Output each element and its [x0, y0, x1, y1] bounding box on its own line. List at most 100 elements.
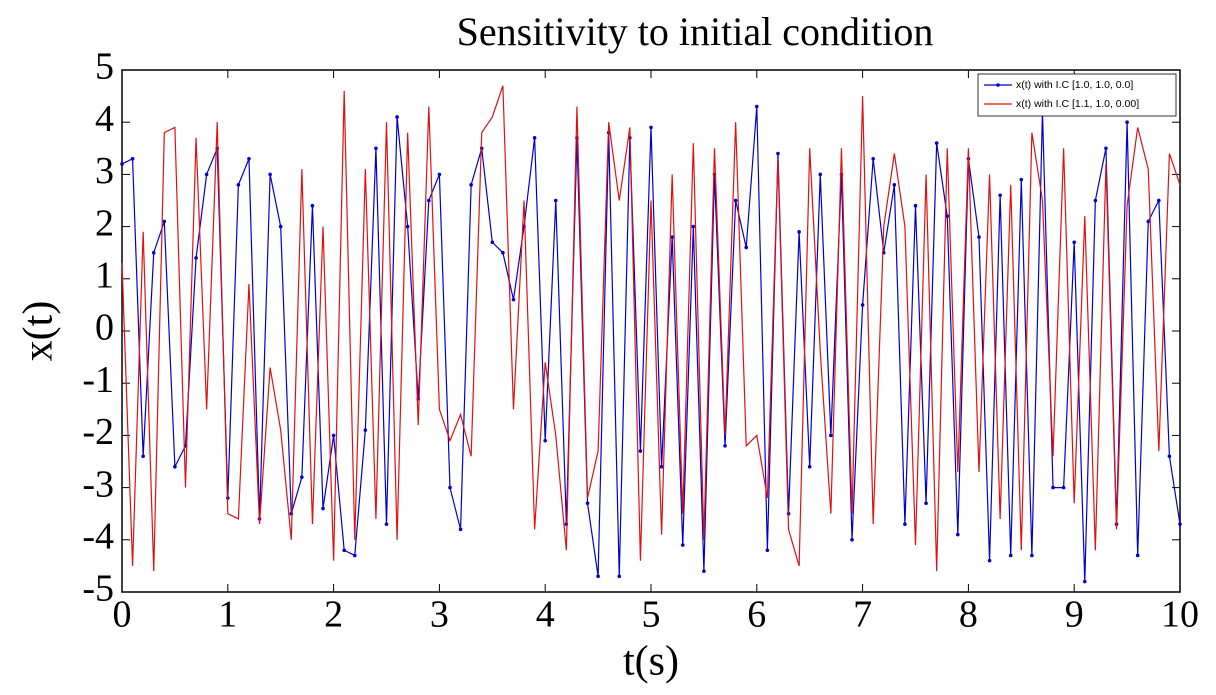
point-marker: [1125, 120, 1129, 124]
point-marker: [501, 250, 505, 255]
point-marker: [1167, 454, 1172, 459]
point-marker: [617, 574, 622, 579]
point-marker: [818, 172, 823, 177]
point-marker: [956, 532, 960, 537]
point-marker: [395, 115, 399, 119]
point-marker: [374, 146, 378, 151]
point-marker: [532, 136, 537, 140]
point-marker: [934, 141, 939, 145]
y-axis-label: x(t): [16, 301, 62, 362]
point-marker: [352, 553, 357, 558]
point-marker: [1135, 553, 1140, 558]
chart-title: Sensitivity to initial condition: [457, 9, 934, 54]
point-marker: [384, 522, 389, 526]
legend-marker: [996, 83, 1000, 87]
point-marker: [1061, 485, 1066, 490]
y-tick-label: -2: [82, 411, 114, 453]
y-tick-label: -1: [82, 359, 114, 401]
point-marker: [860, 303, 865, 307]
series-line: [121, 85, 1181, 572]
point-marker: [776, 151, 780, 156]
point-marker: [659, 464, 664, 469]
point-marker: [490, 240, 495, 245]
point-marker: [278, 224, 283, 229]
x-tick-label: 0: [113, 594, 132, 636]
point-marker: [427, 198, 431, 203]
x-tick-label: 9: [1065, 594, 1084, 636]
point-marker: [1157, 198, 1161, 203]
x-tick-label: 3: [430, 594, 449, 636]
point-marker: [162, 219, 167, 224]
point-marker: [987, 558, 992, 563]
plot-frame: [121, 69, 1181, 593]
y-tick-label: 3: [95, 150, 114, 192]
point-marker: [977, 235, 981, 239]
point-marker: [1104, 146, 1108, 151]
point-marker: [850, 538, 854, 542]
y-tick-label: -3: [82, 463, 114, 505]
point-marker: [585, 501, 590, 506]
point-marker: [342, 548, 346, 553]
point-marker: [543, 438, 547, 443]
point-marker: [765, 548, 770, 553]
point-marker: [892, 183, 897, 187]
x-tick-label: 1: [218, 594, 237, 636]
point-marker: [913, 203, 918, 208]
point-marker: [755, 104, 759, 109]
point-marker: [120, 162, 124, 166]
point-marker: [649, 125, 653, 130]
point-marker: [1019, 177, 1024, 182]
point-marker: [1030, 553, 1034, 558]
point-marker: [945, 214, 950, 218]
point-marker: [247, 156, 251, 161]
point-marker: [670, 235, 674, 239]
legend-label: x(t) with I.C [1.1, 1.0, 0.00]: [1016, 98, 1139, 110]
point-marker: [151, 250, 156, 255]
point-marker: [1146, 219, 1151, 224]
point-marker: [448, 485, 452, 490]
point-marker: [829, 433, 833, 438]
point-marker: [310, 203, 315, 208]
point-marker: [871, 156, 875, 161]
point-marker: [1051, 485, 1055, 490]
series-line: [121, 106, 1181, 582]
point-marker: [194, 256, 198, 260]
y-tick-label: -4: [82, 516, 114, 558]
point-marker: [1082, 579, 1087, 584]
point-marker: [723, 444, 727, 448]
point-marker: [691, 224, 696, 229]
x-tick-label: 7: [853, 594, 872, 636]
x-tick-label: 5: [642, 594, 661, 636]
y-tick-label: 5: [95, 46, 114, 88]
legend-box: [977, 73, 1177, 117]
x-axis-label: t(s): [623, 639, 679, 685]
point-marker: [173, 464, 177, 469]
point-marker: [204, 172, 209, 177]
point-marker: [268, 172, 272, 177]
point-marker: [363, 428, 368, 432]
point-marker: [638, 449, 643, 453]
point-marker: [130, 156, 135, 161]
point-marker: [1008, 553, 1013, 558]
point-marker: [1178, 522, 1182, 526]
x-tick-label: 10: [1161, 594, 1199, 636]
x-tick-label: 8: [959, 594, 978, 636]
y-tick-label: -5: [82, 568, 114, 610]
point-marker: [1072, 240, 1076, 245]
y-tick-label: 0: [95, 307, 114, 349]
point-marker: [553, 198, 558, 203]
point-marker: [680, 543, 685, 547]
point-marker: [331, 433, 336, 438]
x-tick-label: 2: [324, 594, 343, 636]
y-tick-label: 2: [95, 202, 114, 244]
point-marker: [300, 475, 304, 479]
point-marker: [405, 224, 410, 229]
point-marker: [437, 172, 442, 177]
x-tick-label: 4: [536, 594, 555, 636]
point-marker: [596, 574, 600, 579]
point-marker: [998, 193, 1002, 198]
point-marker: [702, 569, 706, 573]
point-marker: [797, 230, 801, 234]
